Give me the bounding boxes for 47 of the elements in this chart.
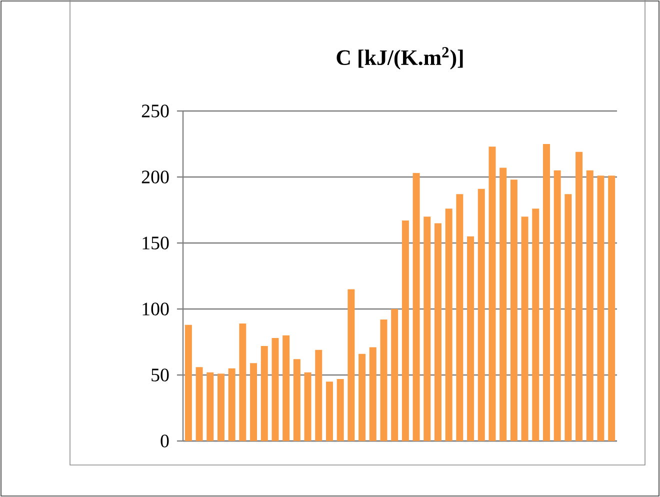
bar	[326, 382, 333, 441]
bar	[554, 170, 561, 441]
y-tick-label: 50	[152, 368, 169, 382]
bar	[206, 372, 214, 441]
bar	[597, 176, 604, 441]
bar	[532, 208, 540, 441]
bar	[282, 335, 290, 441]
bar	[272, 338, 279, 441]
y-tick-label: 0	[160, 434, 169, 448]
bar	[348, 289, 355, 441]
bar	[576, 152, 583, 441]
bar	[434, 223, 442, 441]
bar	[500, 168, 507, 441]
bar	[184, 324, 192, 441]
bar	[380, 320, 388, 441]
bar	[521, 216, 528, 441]
bar	[391, 308, 398, 441]
bar	[510, 180, 518, 441]
bar	[467, 236, 474, 441]
bar	[608, 176, 616, 441]
bar	[304, 372, 312, 441]
bar	[293, 359, 300, 441]
bar	[196, 367, 203, 441]
bar	[456, 194, 464, 441]
bar	[542, 144, 550, 441]
bar	[239, 324, 246, 441]
y-tick-label: 100	[142, 302, 169, 316]
bar	[478, 188, 485, 441]
bar	[358, 354, 366, 441]
bar	[336, 378, 344, 441]
bar	[260, 346, 268, 441]
bar	[217, 374, 224, 441]
bar	[412, 173, 420, 441]
bar	[369, 347, 376, 441]
bar	[586, 170, 594, 441]
bar	[315, 350, 322, 441]
bar	[402, 220, 409, 441]
bar	[445, 208, 452, 441]
bar	[488, 146, 496, 441]
y-tick-label: 150	[142, 236, 169, 250]
chart-title: C [kJ/(K.m$^{2}$)]	[336, 47, 463, 70]
bar	[250, 363, 258, 441]
bar	[564, 194, 572, 441]
y-tick-label: 200	[142, 170, 169, 184]
bar	[228, 368, 236, 441]
bar	[424, 216, 431, 441]
y-tick-label: 250	[142, 104, 169, 118]
